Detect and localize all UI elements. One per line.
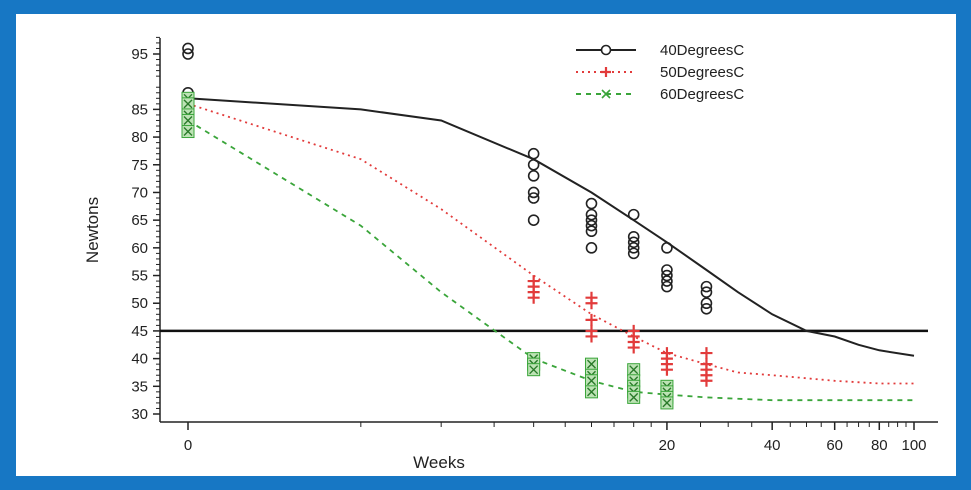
data-point bbox=[585, 219, 598, 232]
data-point bbox=[585, 197, 598, 210]
data-point bbox=[585, 297, 598, 310]
y-tick-label: 35 bbox=[131, 378, 148, 395]
y-tick-label: 30 bbox=[131, 406, 148, 423]
series-50DegreesC bbox=[182, 97, 914, 387]
data-point bbox=[527, 147, 540, 160]
y-axis-title: Newtons bbox=[83, 197, 102, 263]
x-tick-label: 100 bbox=[901, 437, 926, 454]
data-point-mark bbox=[183, 99, 193, 109]
data-point-mark bbox=[529, 365, 539, 375]
x-tick-label: 0 bbox=[184, 437, 192, 454]
data-point-mark bbox=[183, 115, 193, 125]
data-point bbox=[661, 280, 673, 293]
data-point bbox=[527, 192, 540, 204]
y-tick-label: 65 bbox=[131, 212, 148, 229]
data-point bbox=[700, 280, 713, 293]
legend-label: 60DegreesC bbox=[660, 86, 744, 103]
data-point bbox=[627, 341, 640, 354]
data-point-mark bbox=[662, 398, 672, 408]
data-point bbox=[700, 286, 713, 298]
data-point bbox=[527, 158, 540, 171]
data-point bbox=[661, 264, 673, 276]
legend-marker bbox=[601, 89, 611, 99]
series-60DegreesC bbox=[181, 91, 914, 410]
chart-panel: 30 35 40 45 50 55 60 65 70 75 80 85 95 0 20 40 60 80 100 We… bbox=[16, 14, 956, 476]
data-point bbox=[585, 242, 598, 254]
legend-item-40DegreesC: 40DegreesC bbox=[576, 42, 744, 59]
y-tick-label: 40 bbox=[131, 351, 148, 368]
data-point bbox=[527, 170, 540, 182]
data-point bbox=[661, 269, 673, 282]
y-tick-label: 85 bbox=[131, 101, 148, 118]
data-point bbox=[527, 291, 540, 304]
fit-line bbox=[187, 119, 914, 402]
data-point bbox=[660, 363, 673, 376]
y-tick-label: 75 bbox=[131, 157, 148, 174]
data-point bbox=[700, 302, 713, 315]
legend-marker bbox=[600, 44, 612, 56]
data-point bbox=[700, 297, 713, 310]
data-point bbox=[527, 214, 540, 226]
y-tick-label: 95 bbox=[131, 46, 148, 63]
x-axis-title: Weeks bbox=[413, 453, 465, 472]
y-tick-label: 45 bbox=[131, 323, 148, 340]
data-point bbox=[585, 313, 598, 326]
chart: 30 35 40 45 50 55 60 65 70 75 80 85 95 0 20 40 60 80 100 We… bbox=[83, 36, 938, 472]
data-point bbox=[182, 42, 194, 55]
data-point-mark bbox=[586, 387, 596, 397]
y-tick-label: 50 bbox=[131, 295, 148, 312]
x-tick-label: 60 bbox=[826, 437, 843, 454]
legend-item-50DegreesC: 50DegreesC bbox=[576, 64, 744, 81]
data-point-mark bbox=[183, 127, 193, 137]
data-point bbox=[627, 236, 640, 249]
data-point bbox=[627, 208, 640, 221]
data-point bbox=[700, 347, 713, 360]
x-tick-label: 20 bbox=[659, 437, 676, 454]
data-point bbox=[182, 48, 194, 60]
legend-item-60DegreesC: 60DegreesC bbox=[576, 86, 744, 103]
legend-label: 40DegreesC bbox=[660, 42, 744, 59]
data-point bbox=[627, 242, 640, 254]
y-tick-label: 80 bbox=[131, 129, 148, 146]
data-point bbox=[527, 186, 540, 199]
data-point bbox=[585, 330, 598, 343]
legend-marker bbox=[601, 67, 611, 77]
x-tick-label: 40 bbox=[764, 437, 781, 454]
y-tick-label: 55 bbox=[131, 268, 148, 285]
data-point-mark bbox=[586, 359, 596, 369]
data-point bbox=[661, 275, 673, 287]
fit-line bbox=[187, 102, 914, 385]
y-tick-label: 60 bbox=[131, 240, 148, 257]
data-point-mark bbox=[629, 365, 639, 375]
fit-line bbox=[187, 97, 915, 357]
data-point bbox=[700, 374, 713, 387]
series-40DegreesC bbox=[182, 42, 915, 357]
data-point bbox=[627, 230, 640, 243]
data-point bbox=[585, 214, 598, 226]
data-point bbox=[585, 225, 598, 238]
y-tick-label: 70 bbox=[131, 184, 148, 201]
x-tick-label: 80 bbox=[871, 437, 888, 454]
data-point-mark bbox=[629, 392, 639, 402]
data-point-mark bbox=[586, 376, 596, 386]
legend-label: 50DegreesC bbox=[660, 64, 744, 81]
data-point bbox=[627, 247, 640, 260]
data-point bbox=[585, 208, 598, 221]
data-point bbox=[661, 242, 673, 254]
